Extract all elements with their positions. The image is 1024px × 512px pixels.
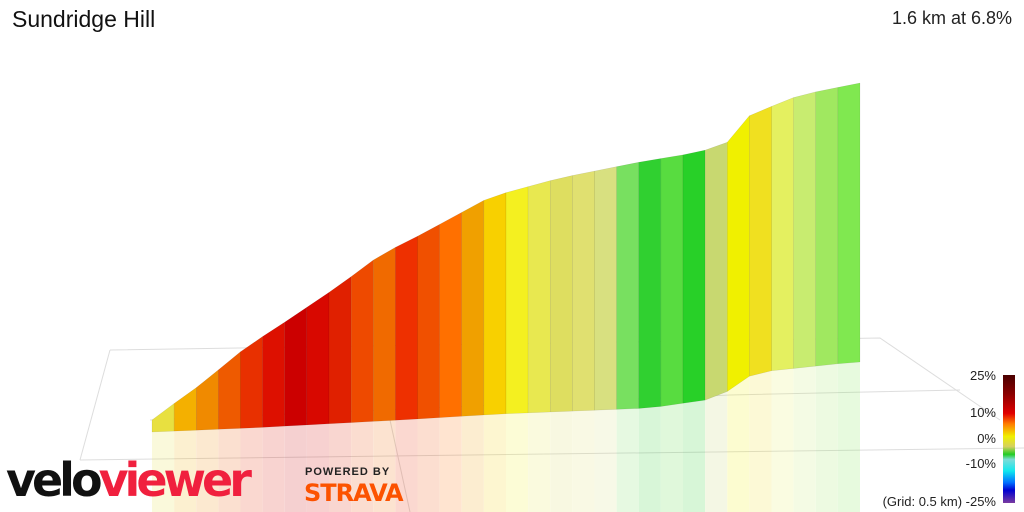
profile-segment [550, 175, 573, 413]
profile-segment-reflection [683, 400, 706, 512]
profile-segment [771, 97, 794, 372]
profile-segment-reflection [373, 420, 396, 512]
profile-segment-reflection [284, 424, 307, 512]
profile-segment-reflection [594, 409, 617, 512]
profile-segment-reflection [705, 391, 728, 512]
profile-segment [151, 402, 175, 433]
profile-segment [461, 199, 485, 417]
profile-segment [682, 149, 706, 404]
profile-segment [594, 166, 617, 411]
profile-segment-reflection [771, 368, 794, 512]
profile-segment [196, 369, 219, 431]
profile-segment-reflection [174, 430, 197, 512]
profile-segment-reflection [329, 422, 352, 512]
profile-segment [527, 180, 551, 414]
profile-segment [616, 161, 639, 410]
legend-label-0: 0% [977, 431, 996, 446]
profile-segment-reflection [152, 431, 175, 512]
strava-logo[interactable]: STRAVA [304, 479, 404, 507]
profile-segment [240, 336, 263, 429]
legend-label-grid: (Grid: 0.5 km) -25% [882, 494, 996, 509]
profile-segment-reflection [196, 429, 219, 512]
profile-segment-reflection [528, 411, 551, 512]
profile-segment [837, 82, 861, 365]
profile-segment [218, 351, 241, 430]
profile-segment [173, 387, 197, 432]
profile-reflection [152, 362, 860, 512]
profile-segment [638, 158, 662, 409]
legend-label-25: 25% [969, 368, 996, 383]
profile-segment-reflection [306, 423, 329, 512]
profile-segment [727, 115, 750, 392]
profile-segment [572, 170, 595, 412]
profile-segment [793, 91, 816, 369]
profile-segment [505, 186, 529, 415]
profile-segment [284, 306, 308, 427]
powered-by-label: POWERED BY [305, 466, 391, 478]
profile-segment-reflection [218, 428, 241, 512]
profile-segment-reflection [506, 412, 529, 512]
profile-segment [350, 259, 374, 423]
profile-segment [660, 154, 684, 407]
profile-segment [306, 291, 330, 426]
profile-segment-reflection [483, 413, 506, 512]
profile-segment [395, 235, 418, 421]
profile-segment-reflection [351, 421, 374, 512]
profile-segment [262, 321, 285, 428]
gradient-legend-bar [1003, 375, 1015, 503]
legend-label-minus10: -10% [965, 456, 996, 471]
profile-segment-reflection [815, 363, 838, 512]
profile-segment [815, 87, 839, 367]
legend-label-10: 10% [969, 405, 996, 420]
profile-segment-reflection [417, 417, 440, 512]
profile-segment [439, 211, 462, 418]
profile-segment [417, 223, 440, 420]
page-title: Sundridge Hill [12, 6, 156, 32]
profile-segment [328, 276, 352, 425]
profile-segment-reflection [572, 410, 595, 512]
profile-segment-reflection [749, 370, 772, 512]
climb-summary: 1.6 km at 6.8% [891, 8, 1012, 28]
profile-segment-reflection [461, 414, 484, 512]
profile-segment-reflection [616, 408, 639, 512]
profile-segment-reflection [638, 406, 661, 512]
profile-segment-reflection [439, 416, 462, 512]
profile-segment [749, 106, 772, 377]
profile-segment-reflection [262, 426, 285, 512]
profile-segment [373, 246, 396, 422]
profile-segment-reflection [793, 366, 816, 512]
profile-segment [483, 192, 507, 416]
profile-segment-reflection [727, 376, 750, 512]
profile-segment-reflection [550, 411, 573, 512]
profile-segment [704, 141, 728, 401]
profile-segment-reflection [395, 418, 418, 512]
profile-strips [151, 82, 861, 433]
profile-segment-reflection [240, 427, 263, 512]
profile-segment-reflection [660, 403, 683, 512]
veloviewer-logo[interactable]: veloviewer [6, 453, 252, 507]
profile-segment-reflection [837, 362, 860, 512]
